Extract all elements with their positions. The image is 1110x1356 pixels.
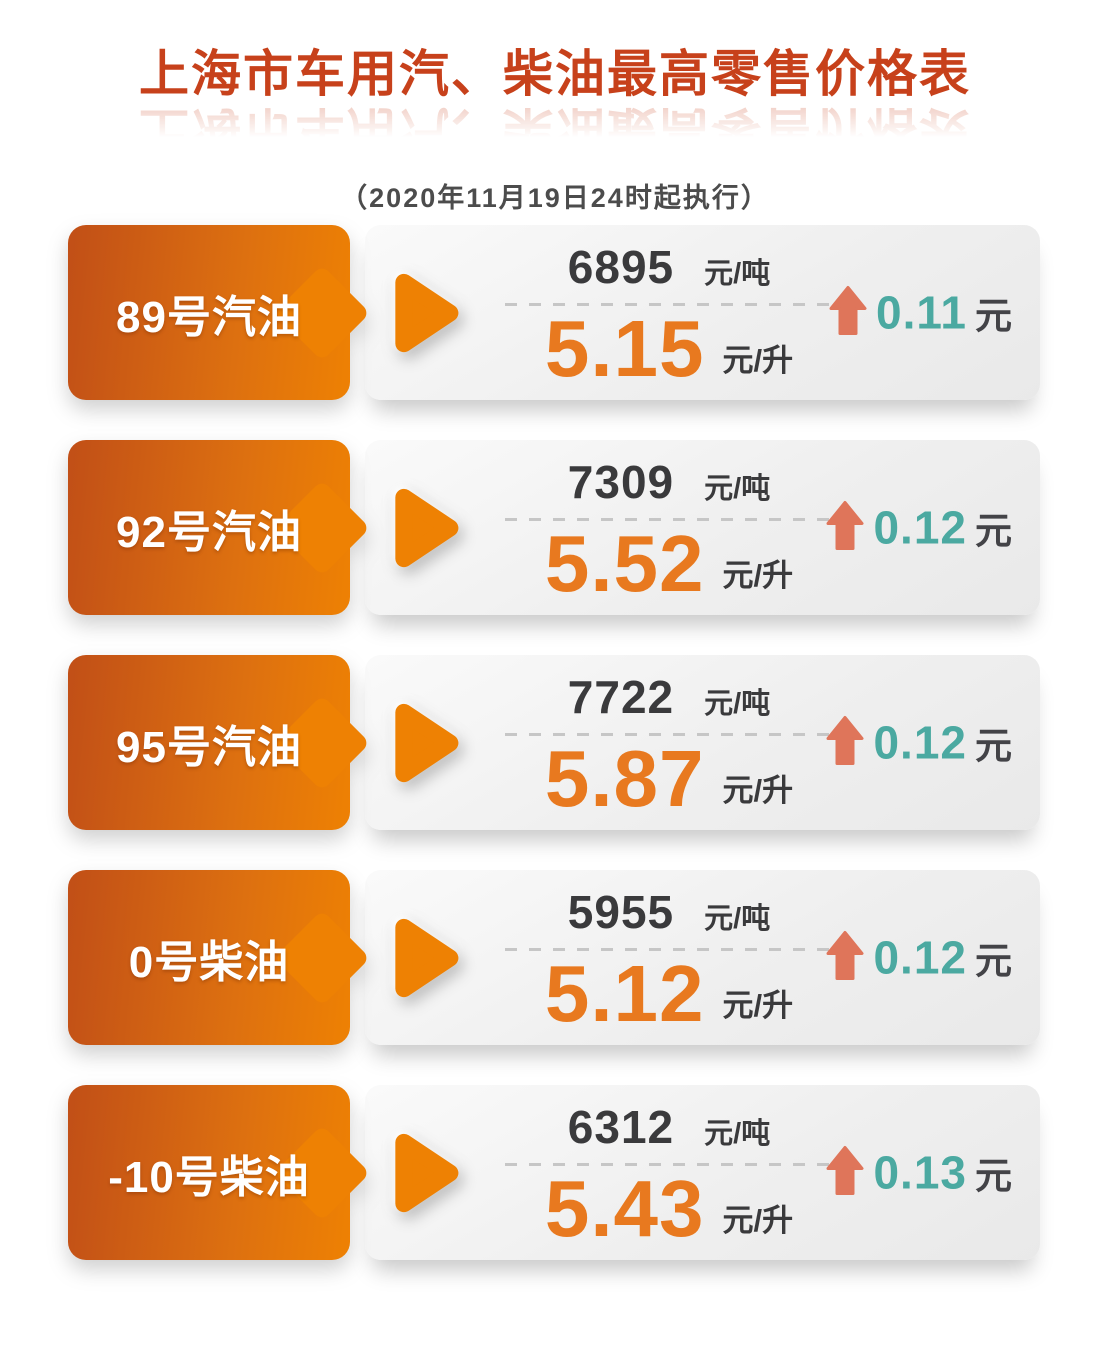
dashed-divider xyxy=(505,733,833,737)
fuel-label-tag: 0号柴油 xyxy=(68,870,371,1045)
fuel-label-tag: -10号柴油 xyxy=(68,1085,371,1260)
up-arrow-icon xyxy=(825,929,865,986)
ton-price-line: 7722 元/吨 xyxy=(568,670,770,724)
dashed-divider xyxy=(505,303,833,307)
fuel-label: 92号汽油 xyxy=(116,507,302,557)
page-title-reflection: 上海市车用汽、柴油最高零售价格表 xyxy=(139,101,971,158)
fuel-label: 0号柴油 xyxy=(128,937,290,987)
liter-price-line: 5.12 元/升 xyxy=(544,949,794,1039)
ton-price-line: 6895 元/吨 xyxy=(568,240,770,294)
ton-price: 6312 xyxy=(567,1101,675,1154)
ton-price: 6895 xyxy=(567,241,675,294)
price-row-95-gasoline: 95号汽油 7722 元/吨 5.87 元/升 xyxy=(68,655,1040,830)
price-block: 7722 元/吨 5.87 元/升 xyxy=(505,655,833,830)
ton-unit: 元/吨 xyxy=(704,903,771,936)
liter-price: 5.87 xyxy=(544,734,705,824)
liter-unit: 元/升 xyxy=(722,342,794,378)
fuel-label: -10号柴油 xyxy=(108,1152,310,1202)
change-unit: 元 xyxy=(975,295,1012,337)
price-block: 7309 元/吨 5.52 元/升 xyxy=(505,440,833,615)
triangle-icon xyxy=(381,909,467,1007)
up-arrow-icon xyxy=(825,1144,865,1201)
page-subtitle: （2020年11月19日24时起执行） xyxy=(340,182,770,213)
fuel-label-tag: 92号汽油 xyxy=(68,440,371,615)
price-row-0-diesel: 0号柴油 5955 元/吨 5.12 元/升 xyxy=(68,870,1040,1045)
ton-price-line: 6312 元/吨 xyxy=(568,1100,770,1154)
price-card: 5955 元/吨 5.12 元/升 0.12 元 xyxy=(365,870,1040,1045)
change-value: 0.12 xyxy=(873,716,967,769)
price-block: 6312 元/吨 5.43 元/升 xyxy=(505,1085,833,1260)
price-block: 5955 元/吨 5.12 元/升 xyxy=(505,870,833,1045)
dashed-divider xyxy=(505,518,833,522)
price-card: 7722 元/吨 5.87 元/升 0.12 元 xyxy=(365,655,1040,830)
fuel-rows: 89号汽油 6895 元/吨 5.15 元/升 xyxy=(68,225,1040,1300)
price-change: 0.12 元 xyxy=(825,499,1012,556)
triangle-icon xyxy=(381,1124,467,1222)
triangle-icon xyxy=(381,479,467,577)
up-arrow-icon xyxy=(828,284,868,341)
liter-price-line: 5.43 元/升 xyxy=(544,1164,794,1254)
dashed-divider xyxy=(505,1163,833,1167)
ton-price-line: 7309 元/吨 xyxy=(568,455,770,509)
ton-price: 7309 xyxy=(567,456,675,509)
liter-unit: 元/升 xyxy=(722,557,794,593)
up-arrow-icon xyxy=(825,714,865,771)
change-value: 0.12 xyxy=(873,931,967,984)
fuel-label: 95号汽油 xyxy=(116,722,302,772)
change-unit: 元 xyxy=(975,940,1012,982)
price-card: 6312 元/吨 5.43 元/升 0.13 元 xyxy=(365,1085,1040,1260)
liter-price: 5.43 xyxy=(544,1164,705,1254)
page-title: 上海市车用汽、柴油最高零售价格表 xyxy=(139,46,971,102)
ton-price-line: 5955 元/吨 xyxy=(568,885,770,939)
ton-unit: 元/吨 xyxy=(704,688,771,721)
price-change: 0.13 元 xyxy=(825,1144,1012,1201)
change-value: 0.12 xyxy=(873,501,967,554)
change-value: 0.11 xyxy=(876,286,967,339)
change-unit: 元 xyxy=(975,1155,1012,1197)
liter-price: 5.15 xyxy=(544,304,705,394)
liter-price-line: 5.52 元/升 xyxy=(544,519,794,609)
ton-price: 7722 xyxy=(567,671,675,724)
price-change: 0.12 元 xyxy=(825,929,1012,986)
header: 上海市车用汽、柴油最高零售价格表 上海市车用汽、柴油最高零售价格表 （2020年… xyxy=(0,46,1110,215)
liter-price: 5.52 xyxy=(544,519,705,609)
fuel-label-tag: 89号汽油 xyxy=(68,225,371,400)
ton-price: 5955 xyxy=(567,886,675,939)
up-arrow-icon xyxy=(825,499,865,556)
liter-price: 5.12 xyxy=(544,949,705,1039)
ton-unit: 元/吨 xyxy=(704,473,771,506)
price-block: 6895 元/吨 5.15 元/升 xyxy=(505,225,833,400)
ton-unit: 元/吨 xyxy=(704,258,771,291)
triangle-icon xyxy=(381,694,467,792)
ton-unit: 元/吨 xyxy=(704,1118,771,1151)
change-value: 0.13 xyxy=(873,1146,967,1199)
price-change: 0.11 元 xyxy=(828,284,1012,341)
change-unit: 元 xyxy=(975,510,1012,552)
dashed-divider xyxy=(505,948,833,952)
fuel-label: 89号汽油 xyxy=(116,292,302,342)
change-unit: 元 xyxy=(975,725,1012,767)
price-row-92-gasoline: 92号汽油 7309 元/吨 5.52 元/升 xyxy=(68,440,1040,615)
liter-price-line: 5.87 元/升 xyxy=(544,734,794,824)
liter-price-line: 5.15 元/升 xyxy=(544,304,794,394)
liter-unit: 元/升 xyxy=(722,1202,794,1238)
price-card: 6895 元/吨 5.15 元/升 0.11 元 xyxy=(365,225,1040,400)
triangle-icon xyxy=(381,264,467,362)
liter-unit: 元/升 xyxy=(722,987,794,1023)
fuel-label-tag: 95号汽油 xyxy=(68,655,371,830)
liter-unit: 元/升 xyxy=(722,772,794,808)
price-row-minus10-diesel: -10号柴油 6312 元/吨 5.43 元/升 xyxy=(68,1085,1040,1260)
price-card: 7309 元/吨 5.52 元/升 0.12 元 xyxy=(365,440,1040,615)
price-row-89-gasoline: 89号汽油 6895 元/吨 5.15 元/升 xyxy=(68,225,1040,400)
price-change: 0.12 元 xyxy=(825,714,1012,771)
